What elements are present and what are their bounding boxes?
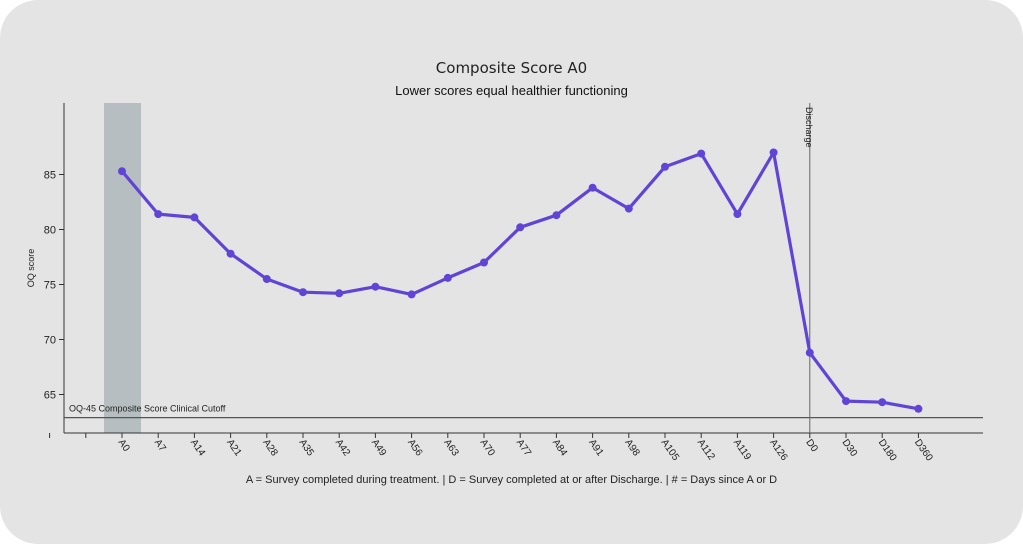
chart-subtitle: Lower scores equal healthier functioning	[395, 83, 628, 98]
series-line	[120, 150, 921, 411]
chart-footnote: A = Survey completed during treatment. |…	[245, 474, 778, 486]
data-point	[914, 404, 923, 413]
x-tick-label: A63	[441, 437, 460, 458]
data-point	[733, 210, 742, 219]
y-tick-label: 85	[44, 170, 56, 182]
x-tick-label: A70	[478, 437, 497, 458]
y-tick-label: 70	[44, 335, 56, 347]
x-tick-label: A126	[767, 437, 790, 463]
data-point	[299, 288, 307, 297]
clinical-cutoff-label: OQ-45 Composite Score Clinical Cutoff	[69, 404, 226, 414]
x-tick-label: A49	[369, 437, 388, 458]
y-tick-label: 80	[44, 225, 56, 237]
data-point	[624, 204, 633, 213]
x-tick-labels: A0 A7 A14 A21 A28 A35 A42 A49 A56 A63 A70 A77 A84 A91…	[116, 437, 935, 463]
data-point	[552, 211, 561, 220]
x-tick-label: A7	[152, 437, 168, 454]
y-axis-label: OQ score	[26, 249, 36, 288]
x-tick-label: A28	[260, 437, 279, 458]
data-point	[154, 210, 163, 219]
data-point	[480, 258, 488, 267]
data-point	[443, 273, 452, 282]
data-point	[769, 148, 778, 157]
treatment-start-shade	[104, 103, 141, 433]
x-tick-label: D360	[912, 437, 935, 463]
x-tick-label: D30	[840, 437, 860, 459]
data-point	[516, 223, 525, 232]
x-tick-label: A98	[622, 437, 641, 458]
data-point	[371, 282, 380, 291]
x-tick-label: A35	[297, 437, 316, 458]
y-tick-label: 75	[44, 280, 56, 292]
x-tick-label: A0	[116, 437, 132, 454]
x-tick-label: A112	[695, 437, 717, 462]
x-tick-label: A14	[188, 437, 207, 458]
discharge-label: Discharge	[804, 107, 814, 148]
data-point	[226, 249, 235, 258]
y-tick-labels: 65 70 75 80 85 OQ score	[26, 170, 56, 402]
data-point	[842, 397, 850, 406]
data-point	[118, 167, 126, 176]
x-tick-label: A91	[586, 437, 605, 458]
data-point	[661, 162, 669, 171]
reference-lines: OQ-45 Composite Score Clinical Cutoff Dis…	[64, 103, 983, 433]
data-point	[262, 275, 271, 283]
series-group	[118, 148, 923, 413]
chart-title: Composite Score A0	[435, 59, 588, 77]
x-tick-label: A42	[333, 437, 352, 458]
y-tick-label: 65	[44, 390, 56, 402]
x-tick-label: A84	[550, 437, 569, 458]
x-tick-label: D0	[803, 437, 820, 454]
data-point	[407, 290, 416, 299]
x-tick-label: D180	[876, 437, 899, 463]
data-point	[588, 183, 597, 192]
data-point	[805, 348, 814, 357]
x-tick-label: A77	[514, 437, 533, 458]
data-point	[190, 213, 199, 222]
data-point	[697, 149, 706, 158]
x-tick-label: A56	[405, 437, 424, 458]
x-tick-label: A119	[731, 437, 753, 462]
axes	[49, 103, 983, 438]
x-tick-label: A21	[224, 437, 243, 458]
x-tick-label: A105	[659, 437, 682, 463]
data-point	[335, 289, 344, 298]
data-point	[878, 398, 887, 407]
